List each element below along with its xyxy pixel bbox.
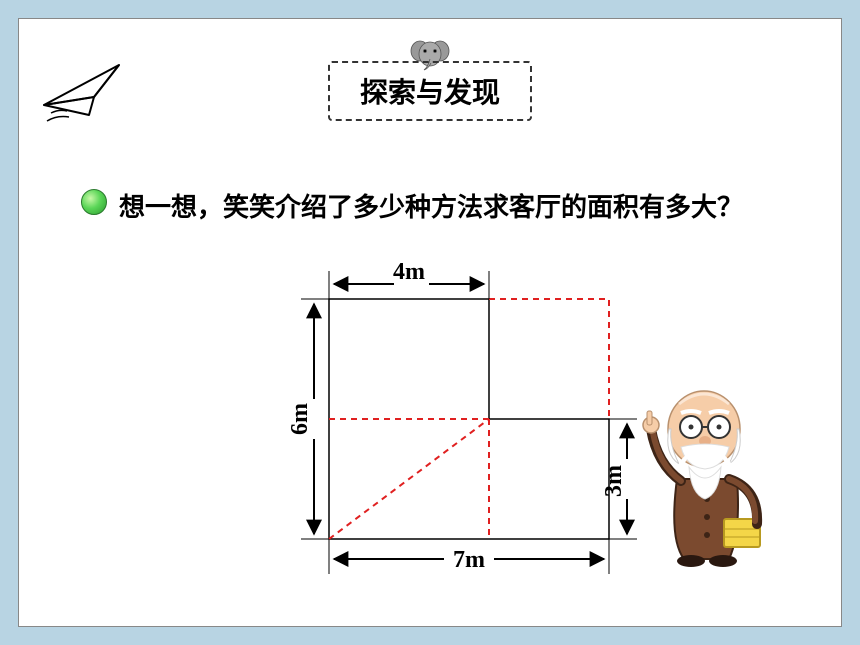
- label-bottom: 7m: [453, 547, 485, 573]
- label-right: 3m: [601, 465, 627, 497]
- slide-canvas: 探索与发现 想一想，笑笑介绍了多少种方法求客厅的面积有多大？: [18, 18, 842, 627]
- area-diagram: 4m 6m 7m 3m: [279, 249, 639, 614]
- title-box: 探索与发现: [328, 61, 532, 121]
- question-text: 想一想，笑笑介绍了多少种方法求客厅的面积有多大？: [119, 187, 743, 224]
- label-top: 4m: [393, 259, 425, 285]
- paper-plane-icon: [39, 57, 129, 132]
- bullet-icon: [81, 189, 107, 215]
- old-man-icon: [629, 359, 779, 574]
- aux-rect-extension: [489, 299, 609, 419]
- slide-title: 探索与发现: [360, 77, 500, 108]
- l-shape-outline: [329, 299, 609, 539]
- label-left: 6m: [287, 403, 313, 435]
- aux-diagonal: [329, 419, 489, 539]
